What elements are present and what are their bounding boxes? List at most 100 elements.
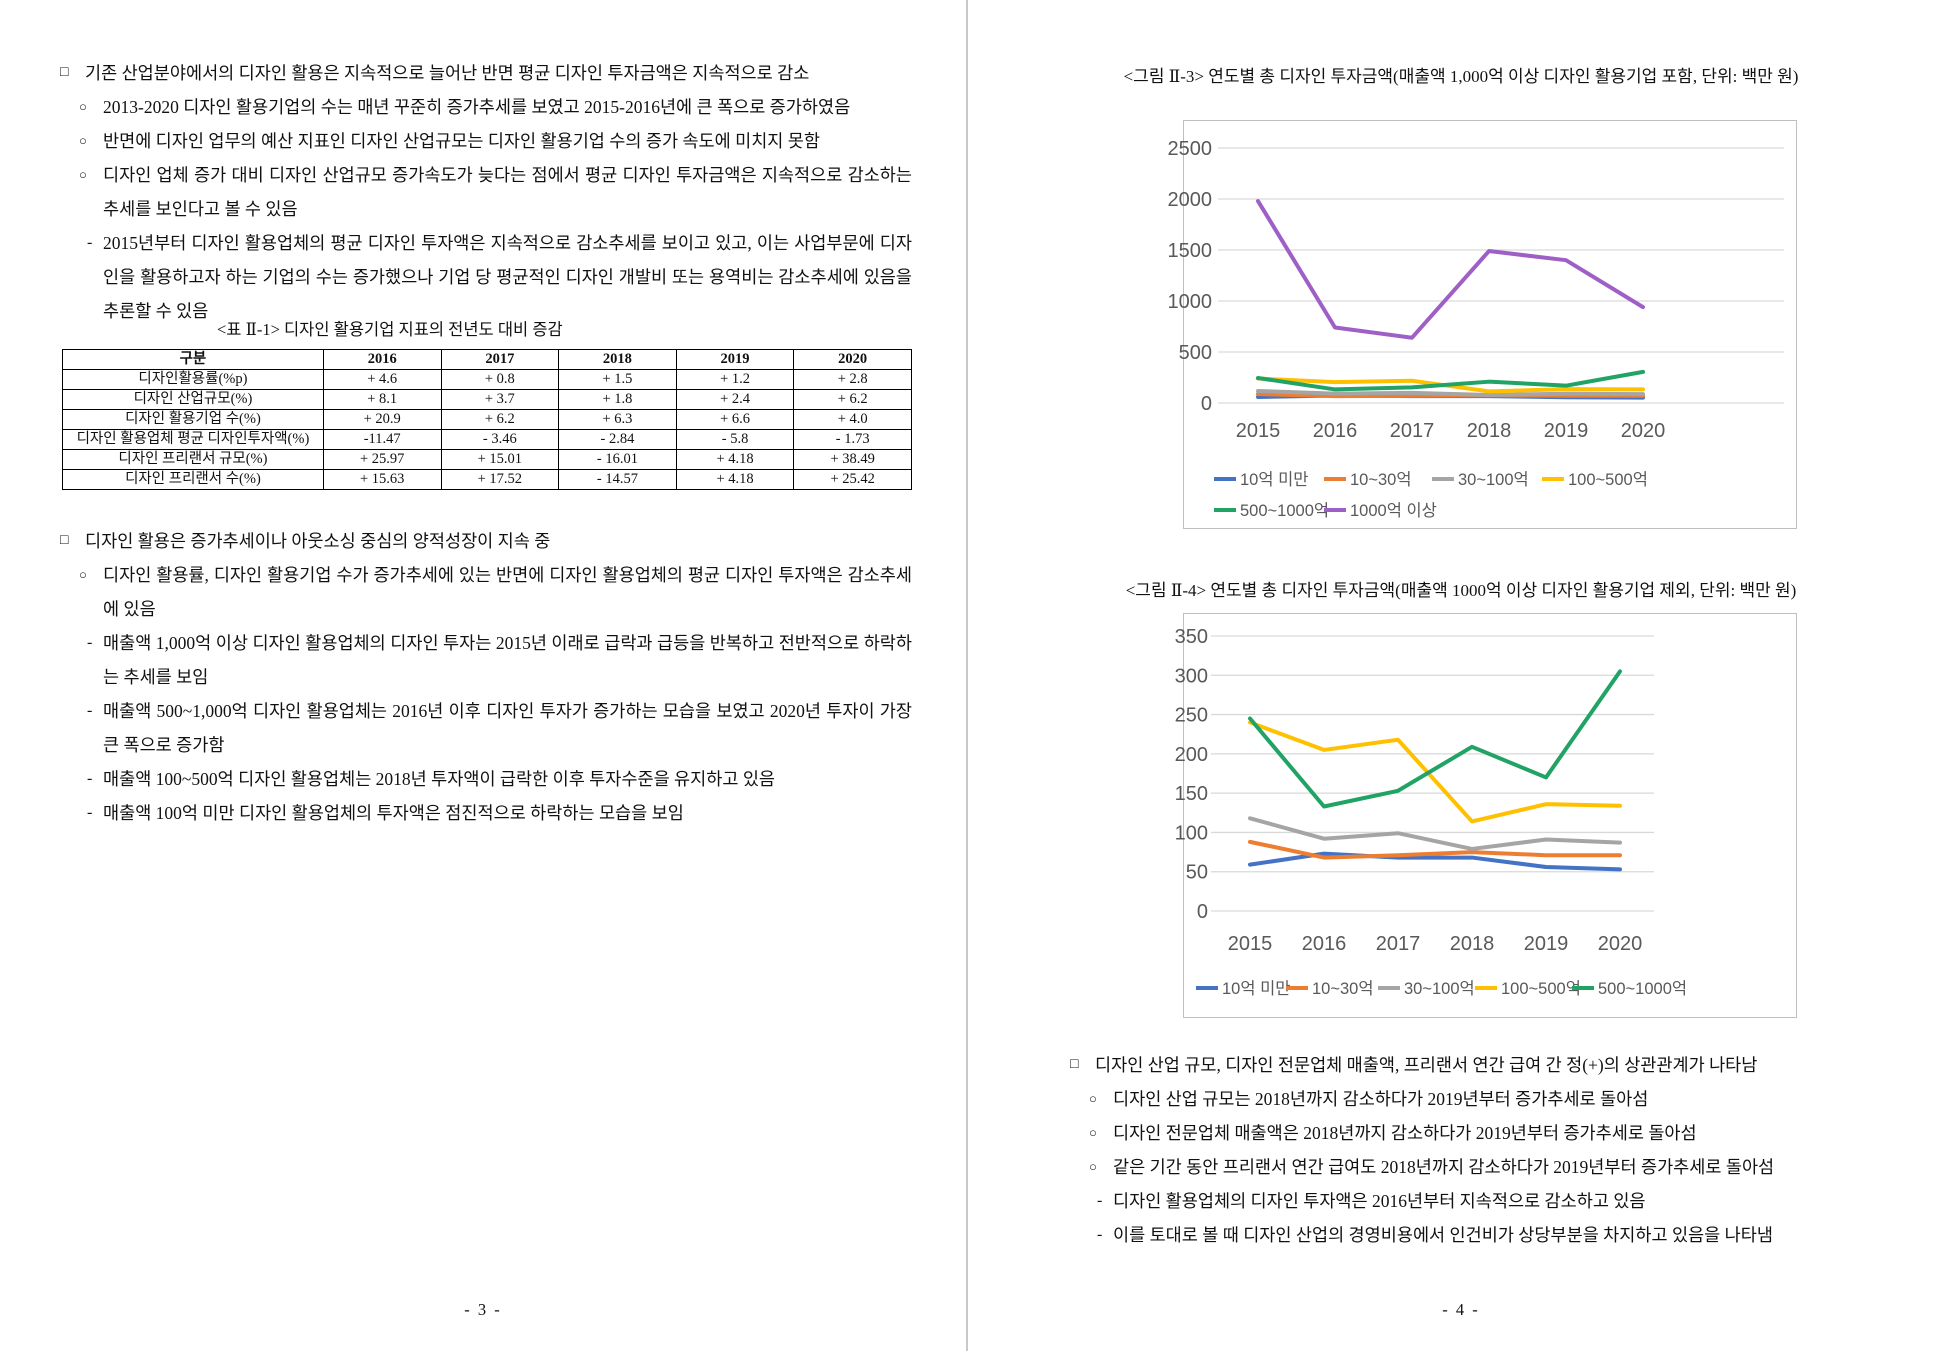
x-tick-label: 2018: [1450, 933, 1495, 955]
bullet-marker: □: [60, 533, 69, 548]
y-tick-label: 150: [1175, 783, 1208, 805]
bullet-marker: ○: [79, 99, 87, 114]
y-tick-label: 50: [1186, 862, 1208, 884]
table-cell: + 25.42: [793, 469, 912, 490]
x-tick-label: 2017: [1376, 933, 1421, 955]
y-tick-label: 200: [1175, 744, 1208, 766]
text-block-correlation: □ 디자인 산업 규모, 디자인 전문업체 매출액, 프리랜서 연간 급여 간 정…: [1070, 1048, 1910, 1252]
table-cell: + 1.2: [675, 369, 795, 390]
series-line-500~1000억: [1256, 369, 1645, 392]
paragraph: ○ 반면에 디자인 업무의 예산 지표인 디자인 산업규모는 디자인 활용기업 수…: [60, 124, 912, 158]
bullet-marker: □: [1070, 1057, 1079, 1072]
series-line-30~100억: [1248, 816, 1622, 851]
y-tick-label: 1500: [1168, 240, 1213, 262]
table-title: <표 Ⅱ-1> 디자인 활용기업 지표의 전년도 대비 증감: [217, 320, 563, 339]
legend-label: 10억 미만: [1240, 470, 1308, 489]
legend-label: 10억 미만: [1222, 979, 1290, 998]
indicator-table: 구분 2016 2017 2018 2019 2020 디자인활용률(%p) + 4.6 + 0…: [62, 349, 912, 490]
table-cell: - 2.84: [558, 429, 677, 450]
y-tick-label: 350: [1175, 626, 1208, 648]
y-tick-label: 2000: [1168, 189, 1213, 211]
paragraph-text: 매출액 100~500억 디자인 활용업체는 2018년 투자액이 급락한 이후…: [103, 769, 776, 789]
paragraph: ○ 디자인 업체 증가 대비 디자인 산업규모 증가속도가 늦다는 점에서 평균 …: [60, 158, 912, 226]
paragraph-text: 디자인 활용률, 디자인 활용기업 수가 증가추세에 있는 반면에 디자인 활용…: [103, 565, 912, 619]
table-row: 디자인 산업규모(%) + 8.1 + 3.7 + 1.8 + 2.4 + 6.2: [62, 389, 912, 410]
y-tick-label: 500: [1179, 342, 1212, 364]
page-number-right: - 4 -: [1442, 1300, 1480, 1319]
paragraph-text: 이를 토대로 볼 때 디자인 산업의 경영비용에서 인건비가 상당부분을 차지하…: [1113, 1225, 1773, 1245]
table-row: 디자인 프리랜서 수(%) + 15.63 + 17.52- 14.57 + 4.18…: [62, 469, 912, 490]
legend-label: 100~500억: [1568, 470, 1648, 489]
column-header-year: 2019: [675, 349, 795, 370]
x-tick-label: 2016: [1302, 933, 1347, 955]
table-cell: + 1.5: [558, 369, 677, 390]
table-cell: + 17.52: [440, 469, 560, 490]
row-label: 디자인 프리랜서 수(%): [62, 469, 324, 490]
series-line-10~30억: [1248, 839, 1622, 860]
y-tick-label: 100: [1175, 822, 1208, 844]
row-label: 디자인 활용기업 수(%): [62, 409, 324, 430]
series-line-500~1000억: [1248, 669, 1622, 809]
table-cell: + 2.4: [675, 389, 795, 410]
table-row: 디자인 활용기업 수(%) + 20.9 + 6.2 + 6.3 + 6.6 + 4.0: [62, 409, 912, 430]
table-cell: + 15.01: [440, 449, 560, 470]
bullet-marker: -: [87, 770, 93, 787]
x-tick-label: 2017: [1390, 420, 1435, 442]
table-cell: + 6.2: [793, 389, 912, 410]
page-3: □ 기존 산업분야에서의 디자인 활용은 지속적으로 늘어난 반면 평균 디자인 …: [0, 0, 966, 1351]
table-cell: + 25.97: [322, 449, 442, 470]
x-tick-label: 2018: [1467, 420, 1512, 442]
table-block: <표 Ⅱ-1> 디자인 활용기업 지표의 전년도 대비 증감 구분 2016 201…: [60, 316, 912, 490]
bullet-marker: ○: [1089, 1091, 1097, 1106]
paragraph: -2015년부터 디자인 활용업체의 평균 디자인 투자액은 지속적으로 감소추…: [60, 226, 912, 328]
bullet-marker: -: [1097, 1192, 1103, 1209]
table-cell: - 3.46: [440, 429, 560, 450]
table-cell: + 4.6: [322, 369, 442, 390]
fig4-line-chart: 0 50 100 150 200 250 300 350 2015 2016 2017 2018 201…: [1175, 613, 1797, 1018]
column-header-category: 구분: [62, 349, 324, 370]
paragraph: ○ 같은 기간 동안 프리랜서 연간 급여도 2018년까지 감소하다가 2019…: [1070, 1150, 1910, 1184]
paragraph: - 디자인 활용업체의 디자인 투자액은 2016년부터 지속적으로 감소하고 있…: [1070, 1184, 1910, 1218]
paragraph: ○ 디자인 활용률, 디자인 활용기업 수가 증가추세에 있는 반면에 디자인 활…: [60, 558, 912, 626]
table-cell: + 0.8: [440, 369, 560, 390]
series-line-1000억 이상: [1256, 199, 1645, 340]
figure-4-title: <그림 Ⅱ-4> 연도별 총 디자인 투자금액(매출액 1000억 이상 디자인…: [1125, 581, 1797, 600]
paragraph: - 매출액 100~500억 디자인 활용업체는 2018년 투자액이 급락한 이…: [60, 762, 912, 796]
paragraph-text: 디자인 산업 규모는 2018년까지 감소하다가 2019년부터 증가추세로 돌…: [1113, 1089, 1649, 1109]
paragraph: - 이를 토대로 볼 때 디자인 산업의 경영비용에서 인건비가 상당부분을 차지…: [1070, 1218, 1910, 1252]
paragraph-text: 2013-2020 디자인 활용기업의 수는 매년 꾸준히 증가추세를 보였고 …: [103, 97, 851, 117]
paragraph: - 매출액 100억 미만 디자인 활용업체의 투자액은 점진적으로 하락하는 모…: [60, 796, 912, 830]
paragraph-text: 디자인 산업 규모, 디자인 전문업체 매출액, 프리랜서 연간 급여 간 정(…: [1095, 1055, 1758, 1075]
paragraph-text: 디자인 활용은 증가추세이나 아웃소싱 중심의 양적성장이 지속 중: [85, 531, 551, 551]
column-header-year: 2016: [322, 349, 442, 370]
table-header-row: 구분 2016 2017 2018 2019 2020: [62, 349, 912, 370]
column-header-year: 2017: [440, 349, 560, 370]
page-divider: [966, 0, 968, 1351]
x-tick-label: 2020: [1598, 933, 1643, 955]
paragraph-text: 기존 산업분야에서의 디자인 활용은 지속적으로 늘어난 반면 평균 디자인 투…: [85, 63, 810, 83]
row-label: 디자인 산업규모(%): [62, 389, 324, 410]
x-tick-label: 2019: [1544, 420, 1589, 442]
row-label: 디자인 활용업체 평균 디자인투자액(%): [62, 429, 324, 450]
table-cell: - 14.57: [558, 469, 677, 490]
paragraph-text: 디자인 전문업체 매출액은 2018년까지 감소하다가 2019년부터 증가추세…: [1113, 1123, 1697, 1143]
paragraph-text: 2015년부터 디자인 활용업체의 평균 디자인 투자액은 지속적으로 감소추세…: [103, 233, 912, 321]
paragraph-text: 매출액 1,000억 이상 디자인 활용업체의 디자인 투자는 2015년 이래…: [103, 633, 912, 687]
legend-label: 30~100억: [1458, 470, 1529, 489]
fig3-line-chart: 0 500 1000 1500 2000 2500 2015 2016 2017 2018 2019…: [1168, 120, 1797, 529]
table-row: 디자인 프리랜서 규모(%) + 25.97 + 15.01- 16.01 + 4.1…: [62, 449, 912, 470]
bullet-marker: ○: [79, 567, 87, 582]
series-line-100~500억: [1248, 720, 1622, 824]
bullet-marker: -: [87, 804, 93, 821]
paragraph: - 매출액 1,000억 이상 디자인 활용업체의 디자인 투자는 2015년 이…: [60, 626, 912, 694]
text-block-outsourcing-growth: □ 디자인 활용은 증가추세이나 아웃소싱 중심의 양적성장이 지속 중 ○ 디자인 …: [60, 524, 912, 830]
table-cell: + 6.2: [440, 409, 560, 430]
x-tick-label: 2016: [1313, 420, 1358, 442]
table-cell: + 6.6: [675, 409, 795, 430]
legend-label: 30~100억: [1404, 979, 1475, 998]
table-cell: + 15.63: [322, 469, 442, 490]
page-number-left: - 3 -: [464, 1300, 502, 1319]
table-cell: - 16.01: [558, 449, 677, 470]
text-block-design-utilization: □ 기존 산업분야에서의 디자인 활용은 지속적으로 늘어난 반면 평균 디자인 …: [60, 56, 912, 328]
y-tick-label: 250: [1175, 705, 1208, 727]
